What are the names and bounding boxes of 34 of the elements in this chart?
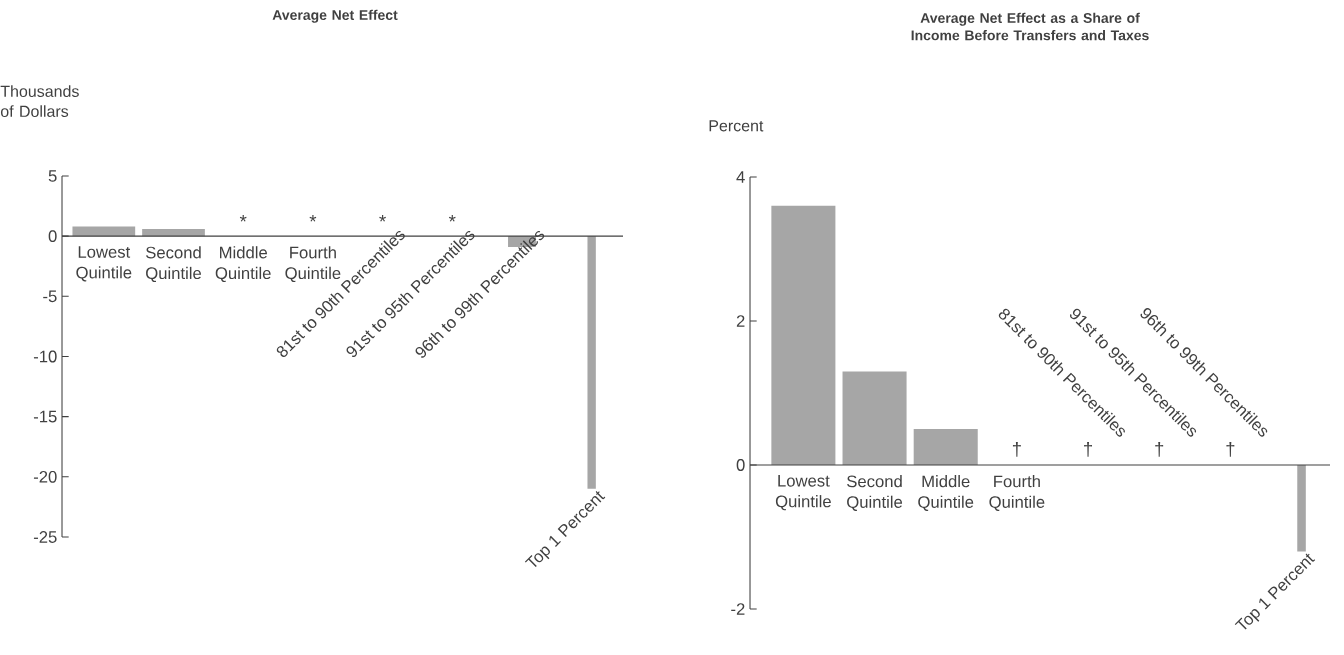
y-tick-label: 5 (48, 170, 57, 182)
x-tick-label: Middle Quintile (918, 475, 974, 511)
y-tick-label: -20 (33, 470, 57, 483)
x-tick-label: Fourth Quintile (285, 246, 341, 283)
bar (842, 371, 907, 465)
bar (913, 428, 978, 465)
annotation: † (1012, 441, 1021, 457)
annotation: † (1226, 441, 1235, 457)
y-tick-label: -2 (731, 603, 745, 615)
x-tick-label: Fourth Quintile (989, 475, 1045, 511)
bar (771, 205, 836, 465)
y-tick-label: -5 (43, 290, 57, 303)
y-tick-label: -15 (33, 410, 57, 423)
y-tick-label: 0 (736, 459, 745, 471)
y-axis-title: Percent (709, 120, 764, 132)
y-tick-label: 4 (736, 171, 745, 183)
annotation: * (309, 215, 317, 222)
chart-title: Average Net Effect as a Share of Income Before Transfers and Taxes (911, 12, 1149, 41)
annotation: † (1084, 441, 1092, 457)
x-tick-label: Lowest Quintile (775, 475, 831, 511)
y-tick-label: 2 (736, 315, 745, 327)
x-tick-label: Second Quintile (847, 475, 903, 511)
y-tick-label: -10 (33, 350, 57, 363)
y-tick-label: 0 (48, 230, 57, 243)
annotation: † (1155, 441, 1164, 457)
annotation: * (448, 215, 456, 222)
x-tick-label: Lowest Quintile (76, 246, 132, 282)
y-tick-label: -25 (33, 531, 57, 543)
chart-title: Average Net Effect (272, 9, 398, 23)
y-axis-title: Thousands of Dollars (0, 85, 79, 117)
x-tick-label: Second Quintile (146, 246, 202, 283)
annotation: * (379, 215, 386, 222)
annotation: * (239, 215, 247, 222)
x-tick-label: Middle Quintile (215, 246, 271, 283)
